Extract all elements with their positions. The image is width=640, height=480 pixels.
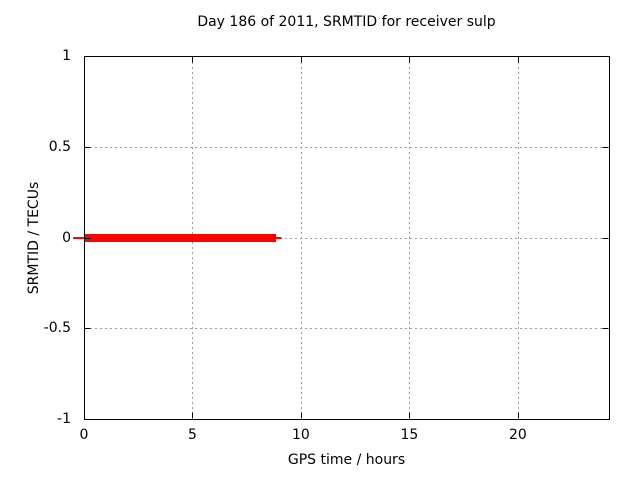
- y-tick-label: -1: [57, 411, 71, 427]
- chart-title: Day 186 of 2011, SRMTID for receiver sul…: [197, 14, 496, 30]
- x-tick-label: 10: [292, 427, 310, 443]
- y-tick-label: 0.5: [48, 138, 71, 155]
- y-tick-label: 1: [62, 48, 71, 64]
- x-axis-label: GPS time / hours: [287, 452, 406, 468]
- x-tick-label: 5: [188, 427, 197, 443]
- x-tick-label: 15: [400, 427, 419, 443]
- x-tick-label: 0: [79, 427, 89, 443]
- y-tick-label: -0.5: [43, 320, 71, 337]
- series-line: [84, 234, 276, 242]
- x-tick-label: 20: [508, 427, 527, 443]
- y-tick-label: 0: [62, 229, 71, 246]
